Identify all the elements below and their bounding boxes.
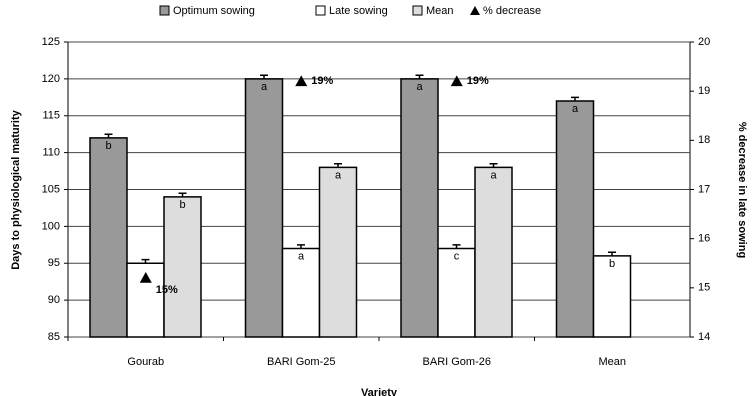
y-tick-label: 90: [48, 294, 60, 306]
significance-letter: c: [454, 250, 460, 262]
significance-letter: a: [490, 169, 497, 181]
significance-letter: a: [298, 250, 305, 262]
legend-label: Optimum sowing: [173, 5, 255, 17]
legend-label: Late sowing: [329, 5, 388, 17]
legend-marker: [470, 6, 480, 15]
y-tick-label: 85: [48, 331, 60, 343]
significance-letter: a: [261, 81, 268, 93]
decrease-marker: [295, 75, 308, 87]
bar: [474, 166, 513, 338]
decrease-marker: [450, 75, 463, 87]
y-tick-label: 120: [42, 73, 60, 85]
legend-swatch: [315, 5, 326, 16]
bar: [244, 78, 284, 338]
y-tick-label: 125: [42, 36, 60, 48]
bar: [163, 196, 202, 338]
y2-tick-label: 19: [698, 85, 710, 97]
x-tick-label: Mean: [598, 356, 626, 368]
error-bar: [260, 74, 268, 79]
legend-label: % decrease: [483, 5, 541, 17]
error-bar: [415, 74, 424, 79]
y-tick-label: 110: [42, 147, 60, 159]
x-tick-label: BARI Gom-25: [267, 356, 335, 368]
error-bar: [104, 133, 113, 138]
significance-letter: b: [179, 199, 185, 211]
significance-letter: b: [105, 140, 111, 152]
y2-tick-label: 15: [698, 282, 710, 294]
error-bar: [334, 162, 342, 168]
y-tick-label: 95: [48, 257, 60, 269]
decrease-label: 19%: [311, 75, 333, 87]
y2-tick-label: 20: [698, 36, 710, 48]
error-bar: [141, 258, 150, 264]
decrease-marker: [139, 272, 152, 283]
y-tick-label: 105: [42, 183, 60, 195]
y2-tick-label: 16: [698, 233, 710, 245]
decrease-label: 15%: [156, 284, 178, 296]
y2-axis-title: % decrease in late sowing: [736, 122, 748, 258]
significance-letter: a: [572, 103, 579, 115]
y-tick-label: 115: [42, 110, 60, 122]
y2-tick-label: 18: [698, 134, 710, 146]
bar: [281, 247, 321, 338]
x-tick-label: Gourab: [127, 356, 164, 368]
error-bar: [571, 96, 579, 101]
significance-letter: a: [335, 169, 342, 181]
error-bar: [452, 244, 461, 249]
y2-tick-label: 14: [698, 331, 710, 343]
y2-tick-label: 17: [698, 183, 710, 195]
decrease-label: 19%: [467, 75, 489, 87]
error-bar: [178, 192, 187, 197]
legend-swatch: [159, 5, 170, 16]
legend-label: Mean: [426, 5, 454, 17]
error-bar: [489, 162, 498, 168]
bar: [555, 100, 595, 338]
bar: [89, 137, 128, 338]
error-bar: [297, 244, 305, 249]
y-axis-title: Days to physiological maturity: [10, 109, 22, 269]
significance-letter: a: [416, 81, 423, 93]
legend-swatch: [412, 5, 423, 16]
bar: [400, 78, 439, 338]
bar: [318, 166, 358, 338]
x-tick-label: BARI Gom-26: [423, 356, 491, 368]
y-tick-label: 100: [42, 220, 60, 232]
significance-letter: b: [609, 258, 615, 270]
error-bar: [608, 251, 616, 256]
x-axis-title: Variety: [361, 387, 398, 396]
